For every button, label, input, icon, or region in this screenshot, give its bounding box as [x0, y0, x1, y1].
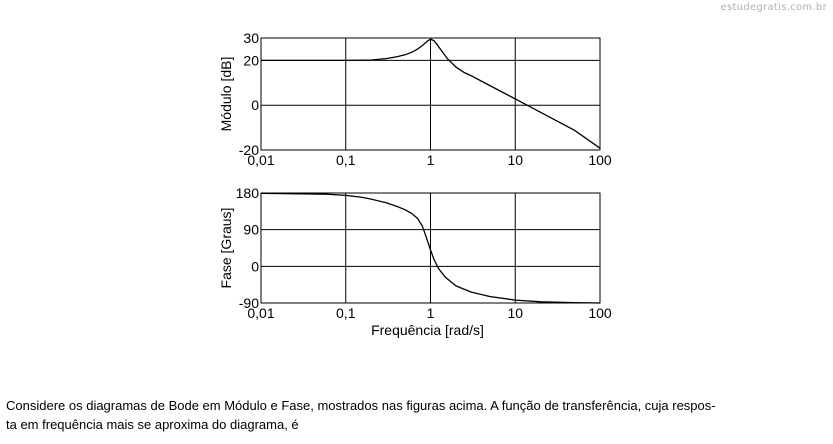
phase-x-tick-label: 0,01 — [247, 305, 274, 321]
magnitude-frame — [260, 37, 601, 151]
magnitude-y-tick-label: 30 — [243, 30, 259, 46]
phase-frame — [260, 192, 601, 304]
phase-y-tick-label: -90 — [239, 295, 259, 311]
magnitude-curve — [261, 38, 601, 149]
question-text: Considere os diagramas de Bode em Módulo… — [6, 396, 826, 434]
magnitude-y-tick-label: 0 — [251, 97, 259, 113]
phase-x-ticks: 0,01 0,1 1 10 100 — [247, 305, 612, 321]
magnitude-y-tick-label: 20 — [243, 52, 259, 68]
phase-curve — [260, 192, 601, 304]
magnitude-x-tick-label: 100 — [588, 152, 612, 168]
magnitude-x-tick-label: 0,1 — [336, 152, 356, 168]
phase-y-ticks: -90 0 90 180 — [236, 185, 260, 311]
phase-y-tick-label: 90 — [243, 222, 259, 238]
magnitude-y-ticks: -20 0 20 30 — [239, 30, 259, 158]
magnitude-x-ticks: 0,01 0,1 1 10 100 — [247, 152, 612, 168]
question-line-1: Considere os diagramas de Bode em Módulo… — [6, 398, 716, 413]
magnitude-x-tick-label: 10 — [507, 152, 523, 168]
watermark-text: estudegratis.com.br — [720, 2, 827, 13]
magnitude-y-label: Módulo [dB] — [218, 57, 234, 132]
magnitude-x-tick-label: 1 — [427, 152, 435, 168]
phase-x-tick-label: 100 — [588, 305, 612, 321]
phase-plot: 0,01 0,1 1 10 100 -90 0 90 180 Fase [Graus] Fre… — [218, 185, 612, 338]
phase-x-label: Frequência [rad/s] — [371, 322, 484, 338]
phase-y-label: Fase [Graus] — [218, 208, 234, 289]
phase-x-tick-label: 10 — [507, 305, 523, 321]
magnitude-plot: 0,01 0,1 1 10 100 -20 0 20 30 Módulo [dB] — [218, 30, 612, 168]
magnitude-x-tick-label: 0,01 — [247, 152, 274, 168]
question-line-2: ta em frequência mais se aproxima do dia… — [6, 417, 299, 432]
magnitude-grid — [260, 37, 601, 151]
phase-x-tick-label: 1 — [427, 305, 435, 321]
magnitude-y-tick-label: -20 — [239, 142, 259, 158]
phase-y-tick-label: 0 — [251, 258, 259, 274]
phase-x-tick-label: 0,1 — [336, 305, 356, 321]
phase-y-tick-label: 180 — [236, 185, 260, 201]
